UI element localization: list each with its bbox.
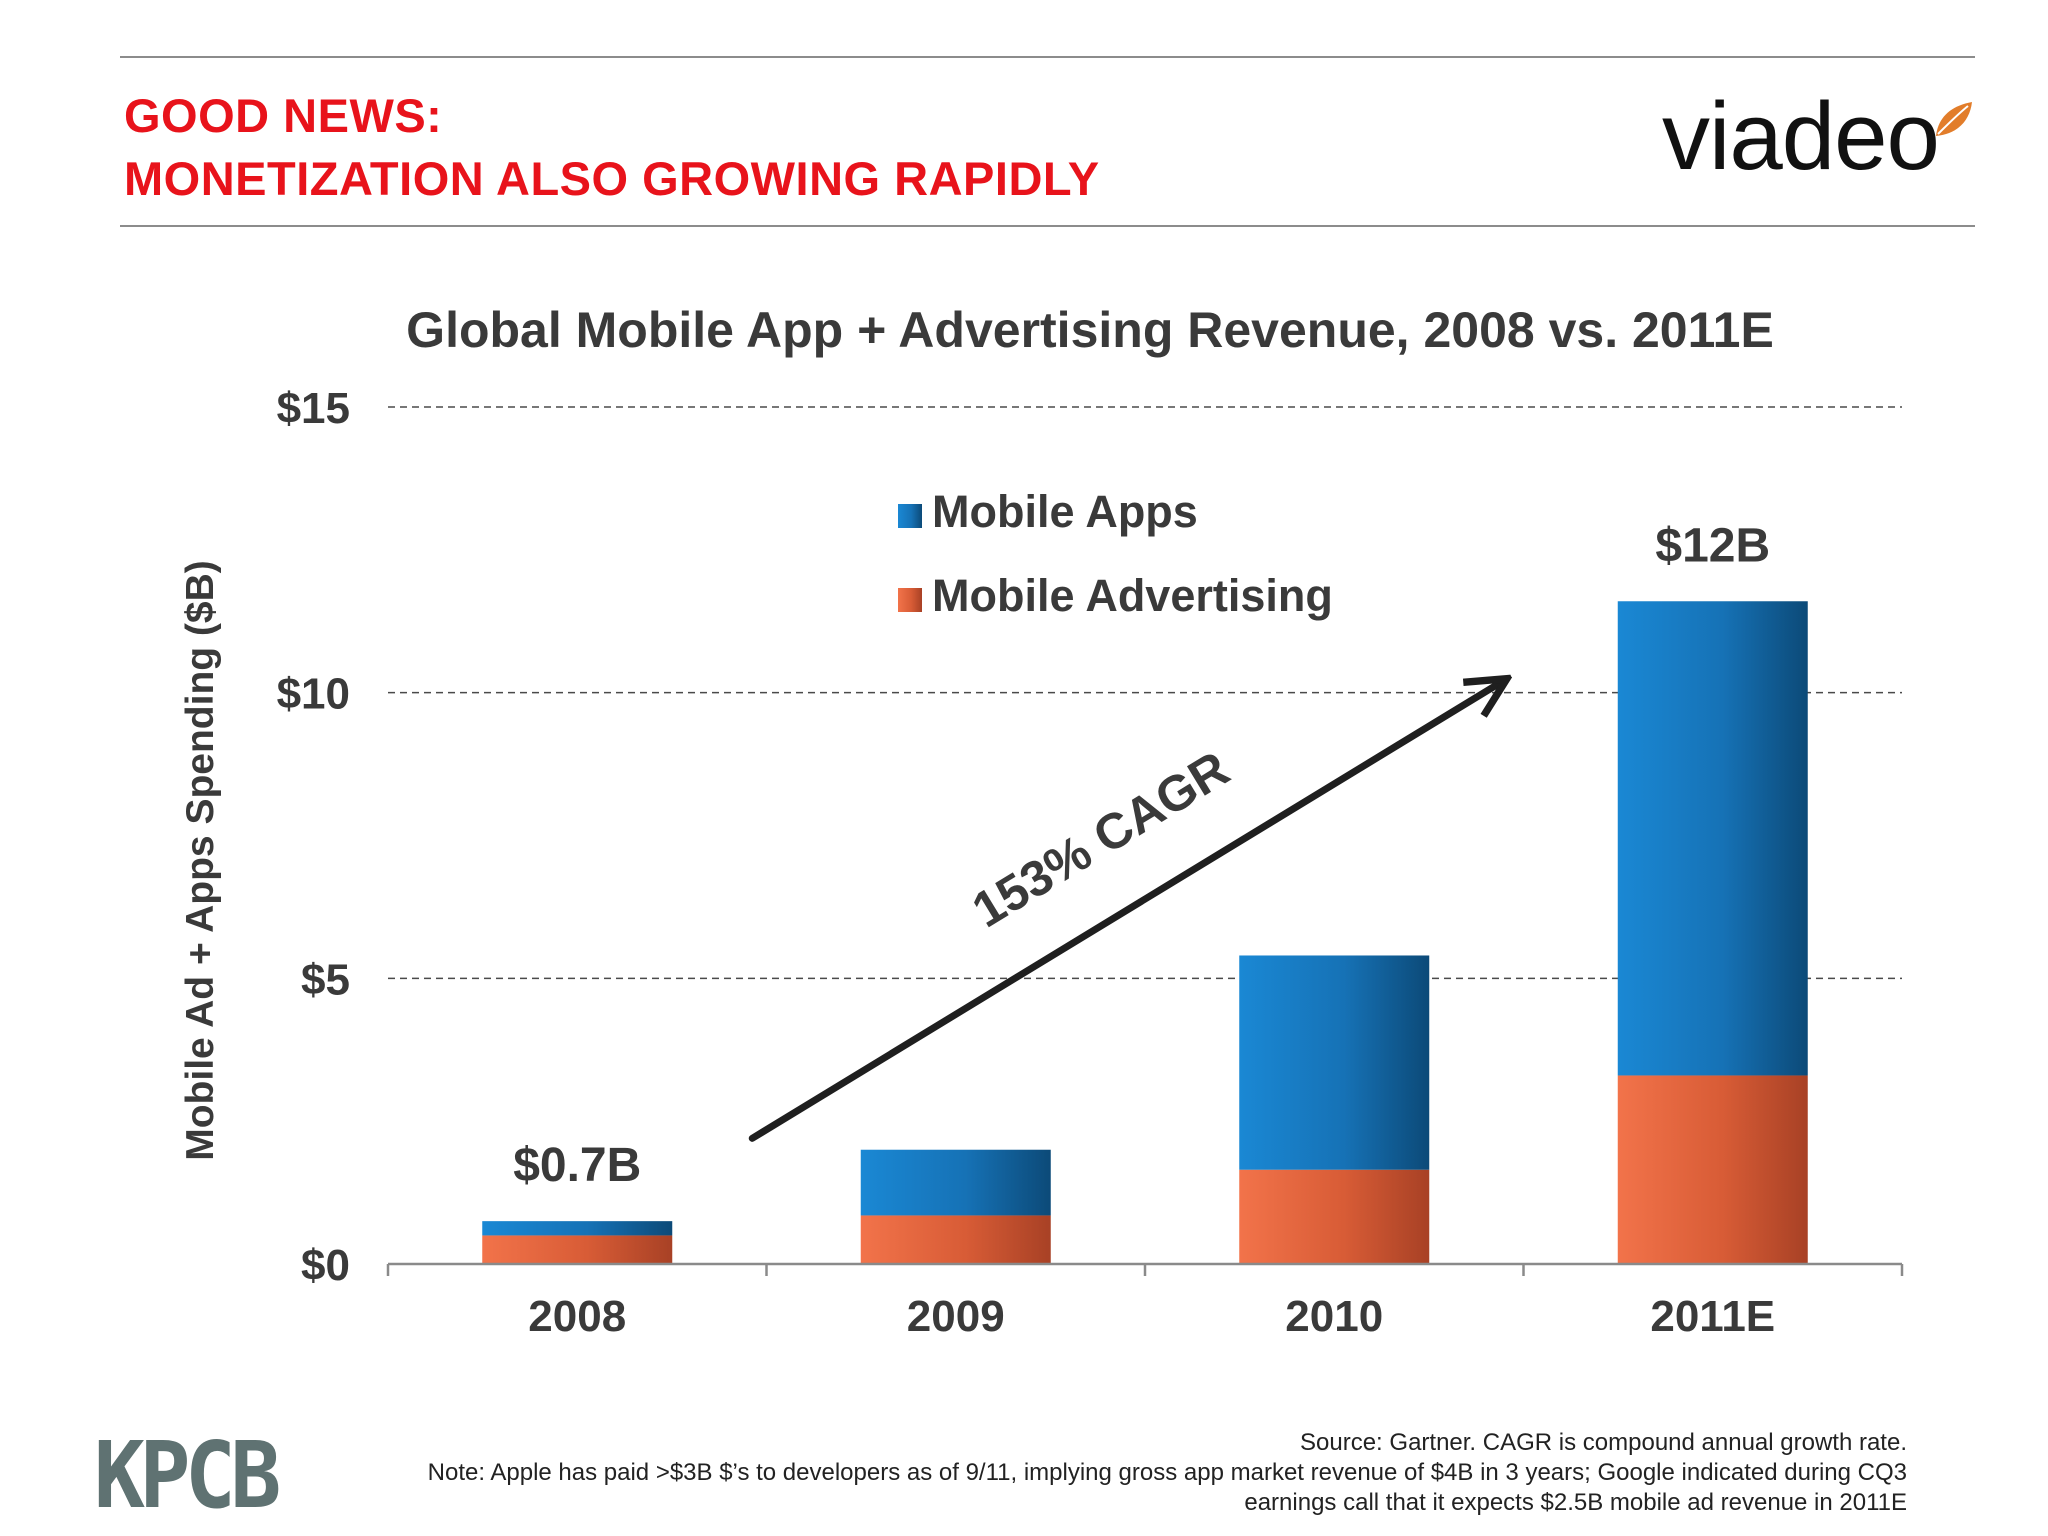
disclaimer-note: Note: Apple has paid >$3B $’s to develop…	[427, 1459, 1907, 1516]
headline-line-1: GOOD NEWS:	[124, 89, 443, 142]
footnotes: Source: Gartner. CAGR is compound annual…	[287, 1428, 1907, 1518]
x-tick-label: 2008	[528, 1292, 626, 1341]
y-tick-label: $5	[301, 955, 350, 1004]
legend-label: Mobile Advertising	[932, 570, 1333, 621]
bar-mobile-advertising-2009	[860, 1215, 1051, 1264]
top-divider	[120, 56, 1975, 58]
y-axis-label: Mobile Ad + Apps Spending ($B)	[179, 560, 222, 1161]
x-tick-label: 2010	[1285, 1292, 1383, 1341]
y-tick-label: $15	[277, 384, 350, 433]
legend-label: Mobile Apps	[932, 486, 1198, 537]
bar-mobile-advertising-2008	[482, 1235, 673, 1264]
bar-mobile-apps-2009	[860, 1149, 1051, 1216]
chart-title: Global Mobile App + Advertising Revenue,…	[406, 302, 1774, 358]
cagr-arrow	[748, 681, 1503, 1142]
data-label: $0.7B	[513, 1139, 641, 1192]
headline-line-2: MONETIZATION ALSO GROWING RAPIDLY	[124, 152, 1100, 205]
bar-mobile-apps-2011e	[1617, 601, 1808, 1076]
legend-swatch	[898, 588, 922, 612]
x-tick-label: 2009	[907, 1292, 1005, 1341]
kpcb-logo: KPCB	[94, 1422, 281, 1529]
leaf-icon	[1936, 102, 1972, 136]
viadeo-logo: viadeo	[1662, 82, 1982, 192]
legend-swatch	[898, 504, 922, 528]
cagr-annotation: 153% CAGR	[963, 740, 1239, 938]
bar-mobile-apps-2010	[1239, 955, 1430, 1170]
slide-headline: GOOD NEWS: MONETIZATION ALSO GROWING RAP…	[124, 84, 1100, 210]
y-tick-label: $0	[301, 1241, 350, 1290]
y-tick-label: $10	[277, 670, 350, 719]
data-label: $12B	[1655, 519, 1770, 572]
bar-mobile-apps-2008	[482, 1221, 673, 1236]
viadeo-wordmark: viadeo	[1662, 83, 1940, 190]
bar-mobile-advertising-2010	[1239, 1169, 1430, 1264]
bar-mobile-advertising-2011e	[1617, 1075, 1808, 1264]
header-divider	[120, 225, 1975, 227]
x-tick-label: 2011E	[1650, 1292, 1775, 1341]
source-note: Source: Gartner. CAGR is compound annual…	[1300, 1429, 1907, 1456]
